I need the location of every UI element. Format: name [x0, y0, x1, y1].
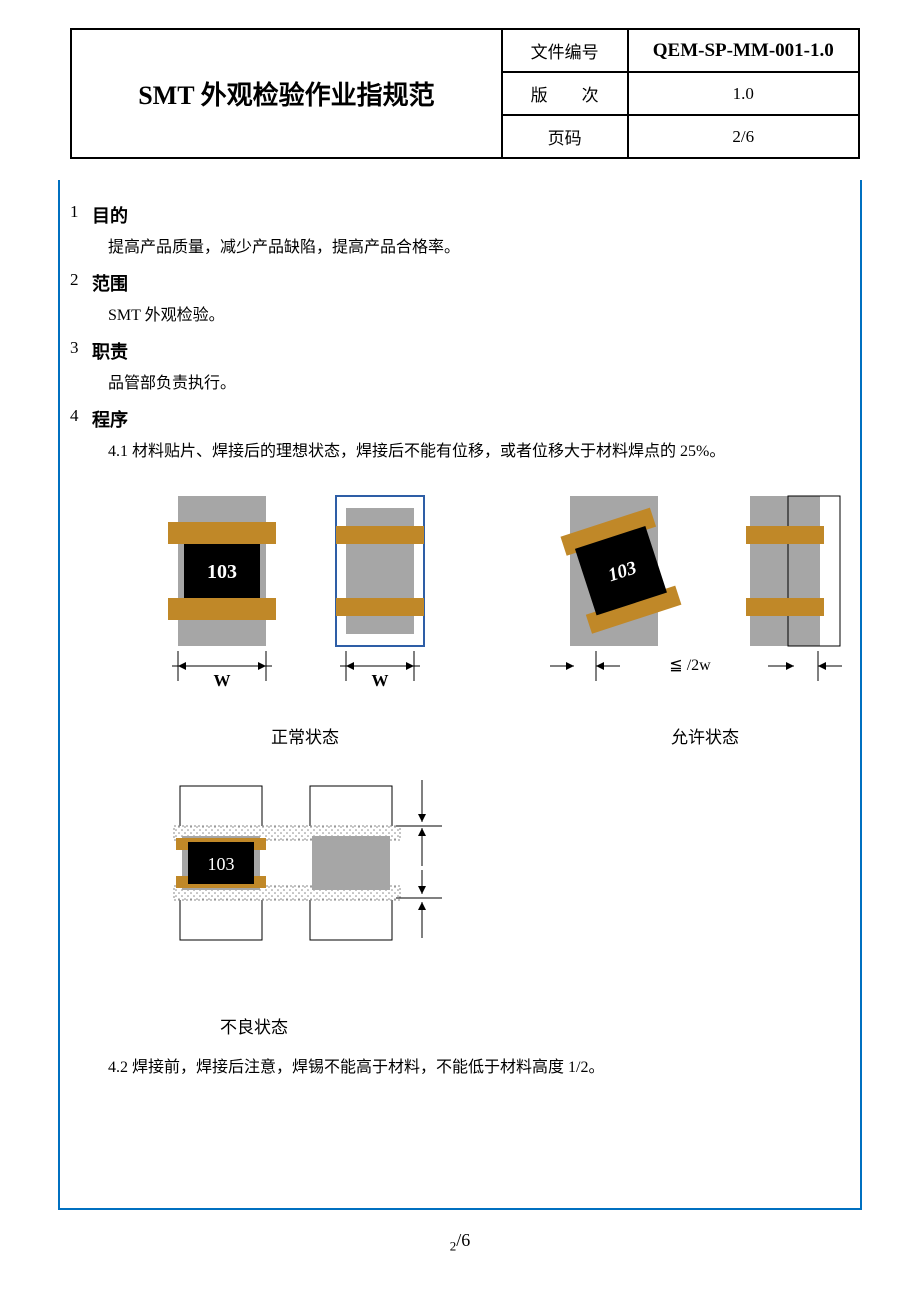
sec-title: 程序: [92, 406, 128, 432]
fig1-svg: 103 W W: [160, 486, 450, 706]
foot-rest: /6: [456, 1230, 470, 1250]
hdr-value-1: 1.0: [628, 72, 859, 115]
sec-title: 目的: [92, 202, 128, 228]
sec-body-2: SMT 外观检验。: [108, 300, 850, 332]
section-3: 3 职责: [70, 338, 850, 364]
sub-4-1: 4.1 材料贴片、焊接后的理想状态，焊接后不能有位移，或者位移大于材料焊点的 2…: [108, 436, 850, 468]
section-2: 2 范围: [70, 270, 850, 296]
sec-num: 1: [70, 202, 92, 228]
sub-4-2: 4.2 焊接前，焊接后注意，焊锡不能高于材料，不能低于材料高度 1/2。: [108, 1052, 850, 1084]
figure-bad: 103 不良状态: [160, 778, 850, 1038]
sec-body-3: 品管部负责执行。: [108, 368, 850, 400]
figure-allowed: 103 ≦ /2w 允许状态: [550, 486, 860, 748]
doc-title-cell: SMT 外观检验作业指规范: [71, 29, 502, 158]
figure-normal: 103 W W 正常状态: [160, 486, 450, 748]
w-label-2: W: [372, 671, 389, 690]
fig3-svg: 103: [160, 778, 480, 968]
fig2-svg: 103 ≦ /2w: [550, 486, 860, 706]
sec-body-1: 提高产品质量，减少产品缺陷，提高产品合格率。: [108, 232, 850, 264]
chip-label: 103: [208, 854, 235, 874]
hdr-value-2: 2/6: [628, 115, 859, 158]
section-1: 1 目的: [70, 202, 850, 228]
doc-header-table: SMT 外观检验作业指规范 文件编号 QEM-SP-MM-001-1.0 版 次…: [70, 28, 860, 159]
sec-title: 范围: [92, 270, 128, 296]
chip-label: 103: [207, 561, 237, 583]
section-4: 4 程序: [70, 406, 850, 432]
fig1-caption: 正常状态: [160, 723, 450, 748]
hdr-label-1: 版 次: [502, 72, 628, 115]
hdr-label-0: 文件编号: [502, 29, 628, 72]
fig2-caption: 允许状态: [550, 723, 860, 748]
figures-row-1: 103 W W 正常状态: [160, 486, 850, 748]
sec-num: 3: [70, 338, 92, 364]
dim-label: ≦ /2w: [669, 657, 711, 674]
sec-num: 2: [70, 270, 92, 296]
w-label: W: [214, 671, 231, 690]
page-number: 2/6: [0, 1230, 920, 1255]
fig3-caption: 不良状态: [220, 1013, 850, 1038]
sec-title: 职责: [92, 338, 128, 364]
sec-num: 4: [70, 406, 92, 432]
doc-title: SMT 外观检验作业指规范: [138, 81, 434, 110]
hdr-value-0: QEM-SP-MM-001-1.0: [628, 29, 859, 72]
hdr-label-2: 页码: [502, 115, 628, 158]
doc-body: 1 目的 提高产品质量，减少产品缺陷，提高产品合格率。 2 范围 SMT 外观检…: [70, 196, 850, 1084]
